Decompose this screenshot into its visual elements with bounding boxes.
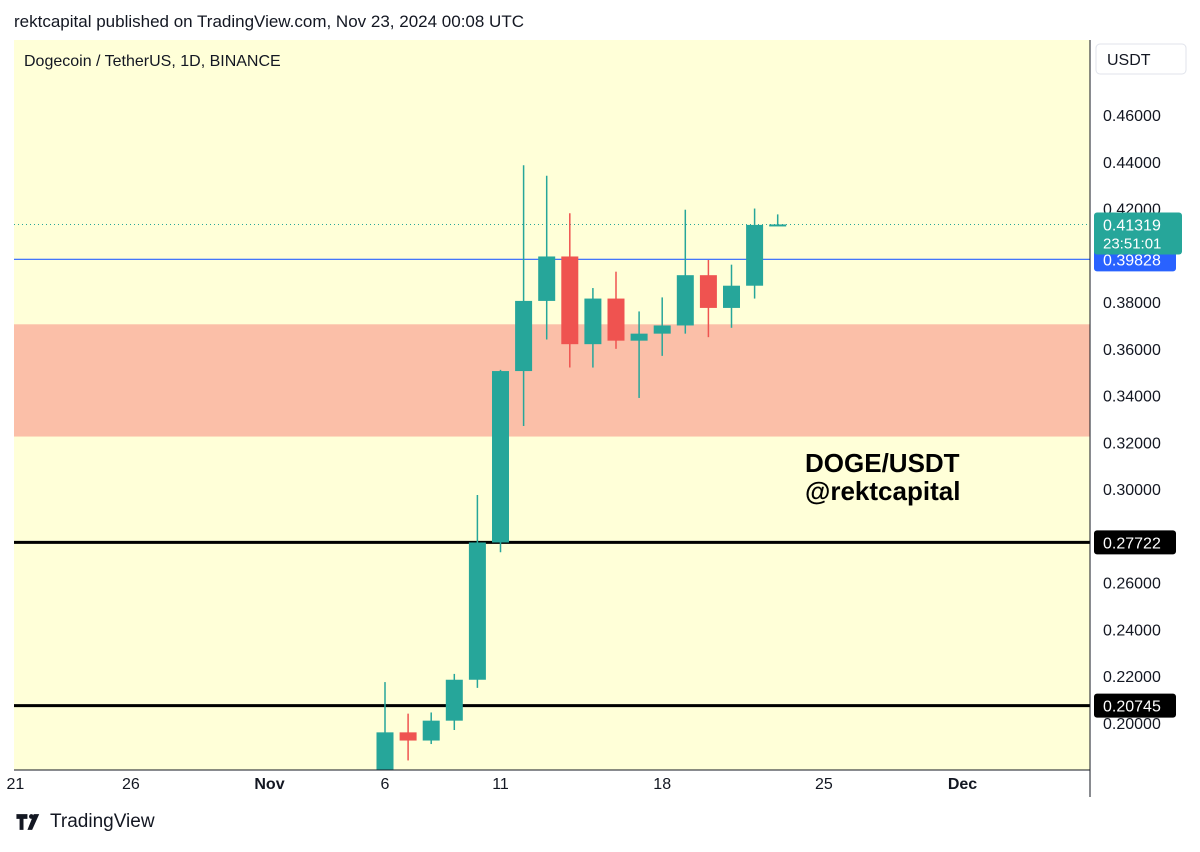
time-tick-label: 11: [492, 776, 509, 793]
level-price-badge: [1094, 530, 1176, 555]
candle-body: [746, 224, 764, 286]
time-tick-label: Nov: [254, 776, 284, 793]
price-tick-label: 0.24000: [1103, 622, 1161, 639]
price-tick-label: 0.26000: [1103, 576, 1161, 593]
level-price-label: 0.39828: [1103, 252, 1161, 269]
time-tick-label: 25: [815, 776, 833, 793]
annotation-line-1: DOGE/USDT: [805, 448, 960, 478]
candle-body: [653, 325, 671, 334]
price-tick-label: 0.34000: [1103, 389, 1161, 406]
candle-body: [422, 720, 440, 741]
time-tick-label: 21: [7, 776, 25, 793]
candle-body: [445, 679, 463, 721]
support-zone: [14, 324, 1090, 437]
candle[interactable]: [723, 264, 740, 328]
candle-body: [538, 256, 556, 301]
candle-body: [515, 300, 533, 372]
candle[interactable]: [699, 259, 717, 338]
candle-body: [676, 275, 694, 326]
candle[interactable]: [630, 311, 648, 398]
level-price-label: 0.20745: [1103, 699, 1161, 716]
candle[interactable]: [538, 175, 556, 340]
price-tick-label: 0.22000: [1103, 669, 1161, 686]
candle[interactable]: [561, 213, 579, 368]
candle[interactable]: [515, 165, 533, 427]
price-tick-label: 0.32000: [1103, 435, 1161, 452]
price-tick-label: 0.38000: [1103, 295, 1161, 312]
candle[interactable]: [422, 712, 440, 745]
price-tick-label: 0.44000: [1103, 155, 1161, 172]
candle[interactable]: [399, 713, 417, 761]
price-tick-label: 0.20000: [1103, 716, 1161, 733]
symbol-label: Dogecoin / TetherUS, 1D, BINANCE: [24, 53, 281, 70]
candle[interactable]: [676, 209, 694, 334]
level-price-badge: [1094, 693, 1176, 718]
candle-body: [468, 542, 486, 680]
price-tick-label: 0.46000: [1103, 108, 1161, 125]
candle[interactable]: [769, 214, 787, 227]
time-tick-label: Dec: [948, 776, 977, 793]
price-tick-label: 0.36000: [1103, 342, 1161, 359]
candle-body: [399, 732, 417, 741]
candle[interactable]: [468, 495, 486, 688]
candle-body: [607, 298, 625, 341]
bar-countdown-label: 23:51:01: [1103, 235, 1161, 252]
candle-body: [376, 732, 394, 770]
time-tick-label: 26: [122, 776, 140, 793]
time-tick-label: 18: [653, 776, 671, 793]
footer-brand-label: TradingView: [50, 811, 155, 832]
currency-label: USDT: [1107, 52, 1151, 69]
last-price-label: 0.41319: [1103, 217, 1161, 234]
last-price-badge: [1094, 212, 1182, 255]
tradingview-logo-icon: [16, 814, 40, 830]
candle[interactable]: [492, 369, 509, 553]
candle[interactable]: [653, 297, 671, 356]
currency-button[interactable]: USDT: [1095, 43, 1187, 75]
publish-header: rektcapital published on TradingView.com…: [14, 12, 524, 31]
candle[interactable]: [746, 208, 764, 299]
candle-body: [723, 285, 740, 308]
candle[interactable]: [376, 682, 394, 770]
candle[interactable]: [445, 673, 463, 731]
candle-body: [630, 333, 648, 341]
candle-body: [561, 256, 579, 345]
candle-body: [769, 224, 787, 227]
candle-body: [584, 298, 602, 345]
price-tick-label: 0.30000: [1103, 482, 1161, 499]
time-tick-label: 6: [381, 776, 390, 793]
candle-body: [699, 275, 717, 308]
candle[interactable]: [584, 288, 602, 368]
candle[interactable]: [607, 271, 625, 349]
annotation-line-2: @rektcapital: [805, 476, 960, 506]
footer-brand: TradingView: [14, 811, 155, 833]
candle-body: [492, 371, 509, 543]
level-price-label: 0.27722: [1103, 535, 1161, 552]
